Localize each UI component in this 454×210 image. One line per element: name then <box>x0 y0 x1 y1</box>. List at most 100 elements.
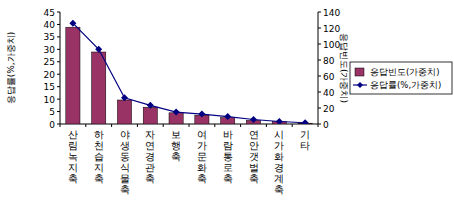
x-tick-label-char: 녹 <box>68 151 78 162</box>
x-tick-label-char: 생 <box>120 140 130 151</box>
marker <box>95 46 102 53</box>
x-tick-label-char: 연 <box>145 140 155 151</box>
x-tick-label-char: 바 <box>223 129 233 140</box>
x-tick-label: 보행축 <box>171 129 181 162</box>
y2-tick-label: 60 <box>323 72 335 82</box>
x-tick-label-char: 습 <box>94 151 104 162</box>
bar <box>143 107 157 124</box>
x-tick-label-char: 갯 <box>249 151 259 162</box>
x-tick-label-char: 림 <box>68 140 78 151</box>
bar <box>92 52 106 124</box>
x-tick-label-char: 물 <box>120 173 130 184</box>
x-tick <box>240 124 241 127</box>
x-tick-label: 시가화경계축 <box>274 129 284 195</box>
y2-axis-title: 응답빈도(가중치) <box>339 33 349 103</box>
x-tick-label: 연안갯벌축 <box>249 129 259 184</box>
x-tick-label-char: 관 <box>145 162 155 173</box>
x-tick-label: 야생동식물축 <box>120 129 130 195</box>
y2-tick-label: 140 <box>323 8 340 18</box>
y2-tick <box>318 60 321 61</box>
y-tick <box>57 49 60 50</box>
y2-tick-label: 0 <box>323 120 329 130</box>
y2-tick-label: 100 <box>323 40 340 50</box>
bar <box>117 100 131 124</box>
y-tick <box>57 24 60 25</box>
x-tick-label-char: 산 <box>68 129 78 140</box>
x-tick-label-char: 축 <box>171 151 181 162</box>
y2-tick <box>318 44 321 45</box>
y2-axis-line <box>318 12 319 124</box>
x-tick-label-char: 가 <box>274 140 284 151</box>
y-tick-label: 20 <box>44 70 56 80</box>
x-tick-label-char: 축 <box>120 184 130 195</box>
marker <box>224 113 231 120</box>
x-tick <box>189 124 190 127</box>
marker <box>173 109 180 116</box>
chart: 051015202530354045020406080100120140산림녹지… <box>0 0 454 210</box>
x-tick <box>266 124 267 127</box>
y-tick-label: 10 <box>44 95 56 105</box>
x-tick-label-char: 축 <box>274 184 284 195</box>
marker <box>276 118 283 124</box>
line <box>73 23 305 123</box>
y-tick-label: 0 <box>49 120 55 130</box>
y-tick-label: 15 <box>44 82 55 92</box>
x-tick-label-char: 식 <box>120 162 130 173</box>
x-tick-label-char: 경 <box>145 151 155 162</box>
x-tick-label-char: 화 <box>274 151 284 162</box>
y-tick <box>57 74 60 75</box>
x-tick-label-char: 축 <box>223 173 233 184</box>
x-tick-label-char: 경 <box>274 162 284 173</box>
y-tick <box>57 86 60 87</box>
x-tick-label-char: 계 <box>274 173 284 184</box>
x-tick-label: 산림녹지축 <box>68 129 78 184</box>
x-tick-label-char: 행 <box>171 140 181 151</box>
y-tick <box>57 111 60 112</box>
legend-label: 응답률(%,가중치) <box>370 80 441 90</box>
x-tick-label-char: 문 <box>197 151 207 162</box>
x-tick-label-char: 기 <box>300 129 310 140</box>
x-tick-label-char: 시 <box>274 129 284 140</box>
y2-tick <box>318 12 321 13</box>
y2-tick-label: 20 <box>323 104 335 114</box>
x-tick <box>292 124 293 127</box>
y-tick-label: 35 <box>44 32 55 42</box>
y-axis-line <box>60 12 61 124</box>
y2-tick <box>318 108 321 109</box>
y-tick-label: 25 <box>44 57 55 67</box>
x-tick-label-char: 여 <box>197 129 207 140</box>
x-tick-label-char: 연 <box>249 129 259 140</box>
x-tick-label-char: 타 <box>300 140 310 151</box>
legend-marker <box>357 82 363 88</box>
x-tick-label-char: 벌 <box>249 162 259 173</box>
y2-tick-label: 40 <box>323 88 335 98</box>
x-tick <box>85 124 86 127</box>
y2-tick <box>318 76 321 77</box>
y-axis-title: 응답률(%,가중치) <box>6 32 16 104</box>
x-tick-label-char: 로 <box>223 162 233 173</box>
y2-tick <box>318 28 321 29</box>
bar <box>66 27 80 124</box>
x-tick <box>60 124 61 127</box>
x-tick-label: 바람통로축 <box>223 129 233 184</box>
x-tick-label-char: 화 <box>197 162 207 173</box>
x-tick-label-char: 축 <box>249 173 259 184</box>
marker <box>69 20 76 27</box>
y-tick <box>57 61 60 62</box>
x-tick-label-char: 하 <box>94 129 104 140</box>
y-tick <box>57 36 60 37</box>
x-tick-label: 여가문화축 <box>197 129 207 184</box>
x-tick-label: 자연경관축 <box>145 129 155 184</box>
y-tick-label: 30 <box>44 45 56 55</box>
y-tick <box>57 12 60 13</box>
y2-tick <box>318 92 321 93</box>
plot-marks <box>66 20 312 124</box>
x-tick-label-char: 자 <box>145 129 155 140</box>
x-tick-label: 기타 <box>300 129 310 151</box>
x-tick <box>318 124 319 127</box>
x-tick-label-char: 보 <box>171 129 181 140</box>
x-tick-label-char: 안 <box>249 140 259 151</box>
x-tick-label-char: 축 <box>94 173 104 184</box>
legend-swatch <box>355 68 364 76</box>
y-tick <box>57 99 60 100</box>
